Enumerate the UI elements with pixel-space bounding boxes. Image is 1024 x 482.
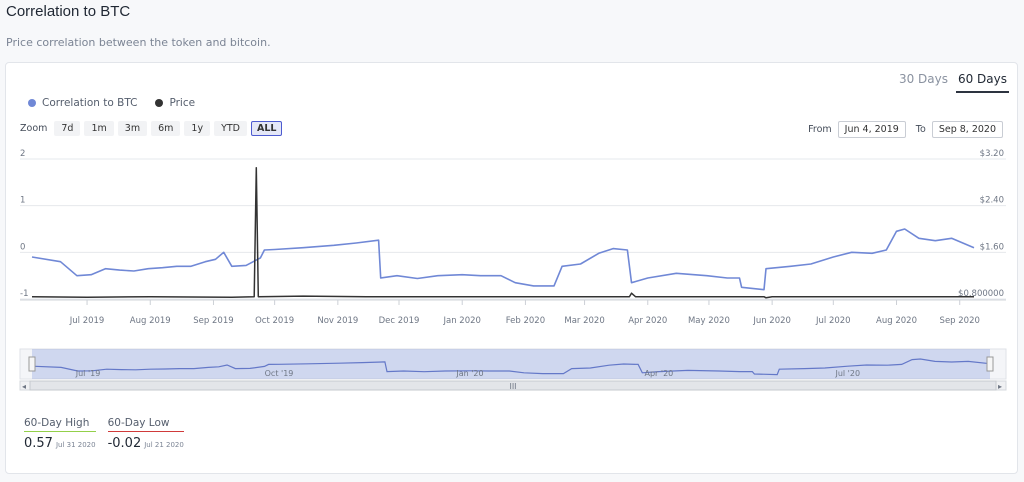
zoom-7d-button[interactable]: 7d [54, 121, 81, 136]
stat-high-date: Jul 31 2020 [55, 441, 96, 449]
y-right-tick-label: $1.60 [980, 242, 1004, 252]
x-tick-label: Oct 2019 [255, 316, 294, 326]
from-label: From [808, 124, 832, 135]
correlation-dot-icon [28, 99, 36, 107]
zoom-3m-button[interactable]: 3m [117, 121, 148, 136]
zoom-ytd-button[interactable]: YTD [214, 121, 247, 136]
stats-row: 60-Day High 0.57 Jul 31 2020 60-Day Low … [24, 417, 184, 451]
y-left-tick-label: 0 [20, 242, 25, 252]
y-right-tick-label: $2.40 [980, 196, 1004, 206]
page-title: Correlation to BTC [6, 3, 131, 20]
navigator-tick-label: Oct '19 [265, 369, 294, 378]
y-axis-left: 2 1 0 -1 [20, 149, 28, 299]
correlation-series-line [31, 228, 975, 291]
legend-item-price[interactable]: Price [155, 97, 195, 109]
x-tick-label: Jul 2019 [69, 316, 105, 326]
y-axis-right: $3.20 $2.40 $1.60 $0.800000 [958, 149, 1004, 299]
stat-high: 60-Day High 0.57 Jul 31 2020 [24, 417, 96, 451]
x-tick-label: Feb 2020 [506, 316, 545, 326]
stat-low-label: 60-Day Low [107, 417, 184, 432]
to-label: To [915, 124, 926, 135]
x-tick-label: Jul 2020 [815, 316, 851, 326]
y-right-tick-label: $3.20 [980, 149, 1004, 159]
x-axis: Jul 2019 Aug 2019 Sep 2019 Oct 2019 Nov 2019… [20, 299, 1006, 326]
navigator-tick-label: Jan '20 [455, 369, 483, 378]
gridlines [20, 158, 1006, 300]
navigator-background [19, 348, 1007, 380]
y-left-tick-label: 2 [20, 149, 25, 159]
x-tick-label: May 2020 [688, 316, 730, 326]
chart-area: 2 1 0 -1 $3.20 $2.40 $1.60 $0.800000 Jul 2019 A… [19, 149, 1007, 391]
y-left-tick-label: 1 [20, 196, 25, 206]
y-left-tick-label: -1 [20, 289, 28, 299]
legend-item-correlation[interactable]: Correlation to BTC [28, 97, 137, 109]
scroll-right-arrow-icon: ▸ [998, 382, 1002, 391]
zoom-1y-button[interactable]: 1y [184, 121, 211, 136]
zoom-1m-button[interactable]: 1m [84, 121, 114, 136]
x-tick-label: Apr 2020 [628, 316, 667, 326]
x-tick-label: Nov 2019 [317, 316, 358, 326]
stat-low: 60-Day Low -0.02 Jul 21 2020 [107, 417, 184, 451]
x-tick-label: Dec 2019 [379, 316, 420, 326]
y-right-tick-label: $0.800000 [958, 289, 1004, 299]
x-tick-label: Sep 2019 [193, 316, 233, 326]
price-series-line [31, 167, 974, 299]
stat-low-date: Jul 21 2020 [144, 441, 184, 449]
scrollbar-thumb [29, 380, 997, 391]
x-tick-label: Sep 2020 [940, 316, 980, 326]
tab-60-days[interactable]: 60 Days [955, 71, 1009, 93]
navigator-tick-label: Jul '19 [75, 369, 101, 378]
zoom-controls: Zoom 7d 1m 3m 6m 1y YTD ALL [20, 121, 283, 136]
x-tick-label: Jan 2020 [443, 316, 481, 326]
page-subtitle: Price correlation between the token and … [6, 36, 271, 49]
navigator[interactable]: Jul '19 Oct '19 Jan '20 Apr '20 Jul '20 ◂ ▸ III [19, 348, 1007, 391]
zoom-label: Zoom [20, 123, 48, 134]
series [31, 167, 975, 299]
zoom-6m-button[interactable]: 6m [151, 121, 181, 136]
tab-30-days[interactable]: 30 Days [898, 72, 948, 86]
navigator-tick-label: Apr '20 [644, 369, 673, 378]
scrollbar-grip-icon: III [509, 382, 516, 391]
date-range: From Jun 4, 2019 To Sep 8, 2020 [808, 121, 1003, 138]
zoom-all-button[interactable]: ALL [251, 121, 283, 136]
navigator-left-handle [28, 356, 36, 372]
to-date-input[interactable]: Sep 8, 2020 [931, 121, 1003, 138]
stat-low-value: -0.02 [107, 436, 142, 451]
navigator-selection [32, 349, 990, 379]
x-tick-label: Aug 2020 [876, 316, 917, 326]
navigator-right-handle [986, 356, 994, 372]
x-tick-label: Mar 2020 [564, 316, 604, 326]
chart-card: 30 Days 60 Days Correlation to BTC Price… [5, 62, 1018, 474]
navigator-series-line [31, 358, 992, 376]
range-tabs: 30 Days 60 Days [897, 71, 1009, 93]
scroll-left-arrow-icon: ◂ [22, 382, 26, 391]
x-tick-label: Aug 2019 [130, 316, 171, 326]
legend-label-price: Price [169, 97, 196, 109]
stat-high-value: 0.57 [24, 436, 53, 451]
from-date-input[interactable]: Jun 4, 2019 [837, 121, 906, 138]
price-dot-icon [155, 99, 164, 107]
navigator-tick-label: Jul '20 [834, 369, 860, 378]
legend-label-correlation: Correlation to BTC [42, 97, 138, 109]
chart-legend: Correlation to BTC Price [28, 97, 195, 109]
stat-high-label: 60-Day High [24, 417, 96, 432]
x-tick-label: Jun 2020 [752, 316, 791, 326]
